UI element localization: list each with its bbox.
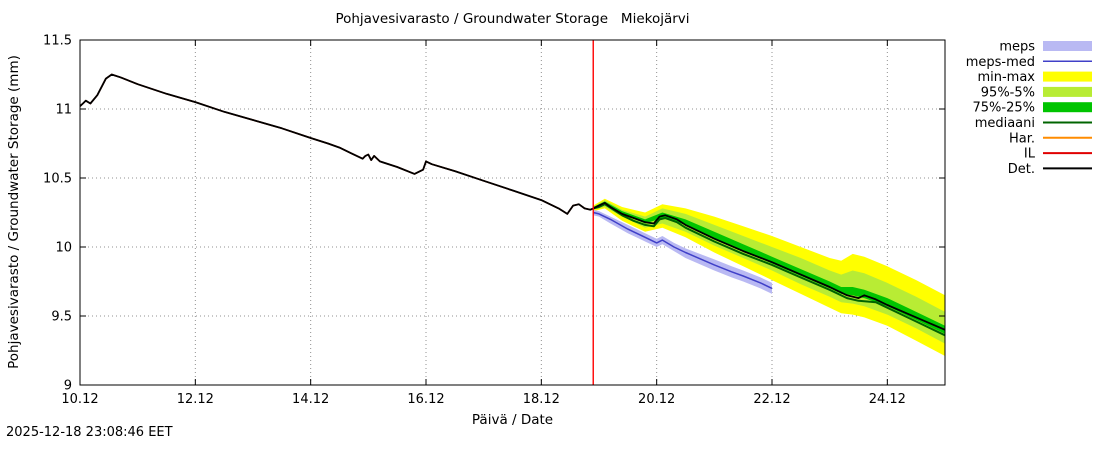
x-tick-label: 18.12 xyxy=(523,392,560,407)
band-p75-p25 xyxy=(593,201,945,334)
legend-label-har: Har. xyxy=(1009,131,1035,146)
legend-label-min-max: min-max xyxy=(977,70,1035,85)
legend-swatch-p75-p25 xyxy=(1043,102,1092,113)
y-tick-label: 10.5 xyxy=(43,172,72,187)
legend-label-p75-p25: 75%-25% xyxy=(973,101,1035,116)
series-il xyxy=(79,73,594,215)
y-tick-label: 9.5 xyxy=(51,310,72,325)
legend-label-mediaani: mediaani xyxy=(975,116,1035,131)
legend-label-meps: meps xyxy=(999,40,1035,55)
x-tick-label: 12.12 xyxy=(177,392,214,407)
legend-swatch-p95-p5 xyxy=(1043,86,1092,97)
x-tick-label: 14.12 xyxy=(292,392,329,407)
generation-timestamp: 2025-12-18 23:08:46 EET xyxy=(6,425,173,440)
x-tick-label: 16.12 xyxy=(407,392,444,407)
band-min-max xyxy=(593,198,945,356)
legend-swatch-meps xyxy=(1043,41,1092,51)
x-axis-label: Päivä / Date xyxy=(471,412,554,428)
x-tick-label: 20.12 xyxy=(638,392,675,407)
legend-label-det: Det. xyxy=(1008,162,1035,177)
legend-swatch-min-max xyxy=(1043,71,1092,82)
y-tick-label: 10 xyxy=(55,241,72,256)
y-tick-label: 11.5 xyxy=(43,34,72,49)
x-tick-label: 24.12 xyxy=(869,392,906,407)
y-tick-label: 9 xyxy=(64,379,72,394)
series-mediaani xyxy=(592,203,946,337)
series-meps-med xyxy=(593,211,773,290)
plot-border xyxy=(79,39,946,386)
legend-label-meps-med: meps-med xyxy=(966,55,1035,70)
y-axis-label: Pohjavesivarasto / Groundwater Storage (… xyxy=(6,55,22,369)
legend-label-p95-p5: 95%-5% xyxy=(981,85,1035,100)
series-har xyxy=(79,73,594,215)
x-tick-label: 10.12 xyxy=(61,392,98,407)
legend-label-il: IL xyxy=(1024,147,1036,162)
y-tick-label: 11 xyxy=(55,103,72,118)
chart-title: Pohjavesivarasto / Groundwater Storage M… xyxy=(335,11,690,27)
series-det xyxy=(79,73,946,331)
x-tick-label: 22.12 xyxy=(753,392,790,407)
